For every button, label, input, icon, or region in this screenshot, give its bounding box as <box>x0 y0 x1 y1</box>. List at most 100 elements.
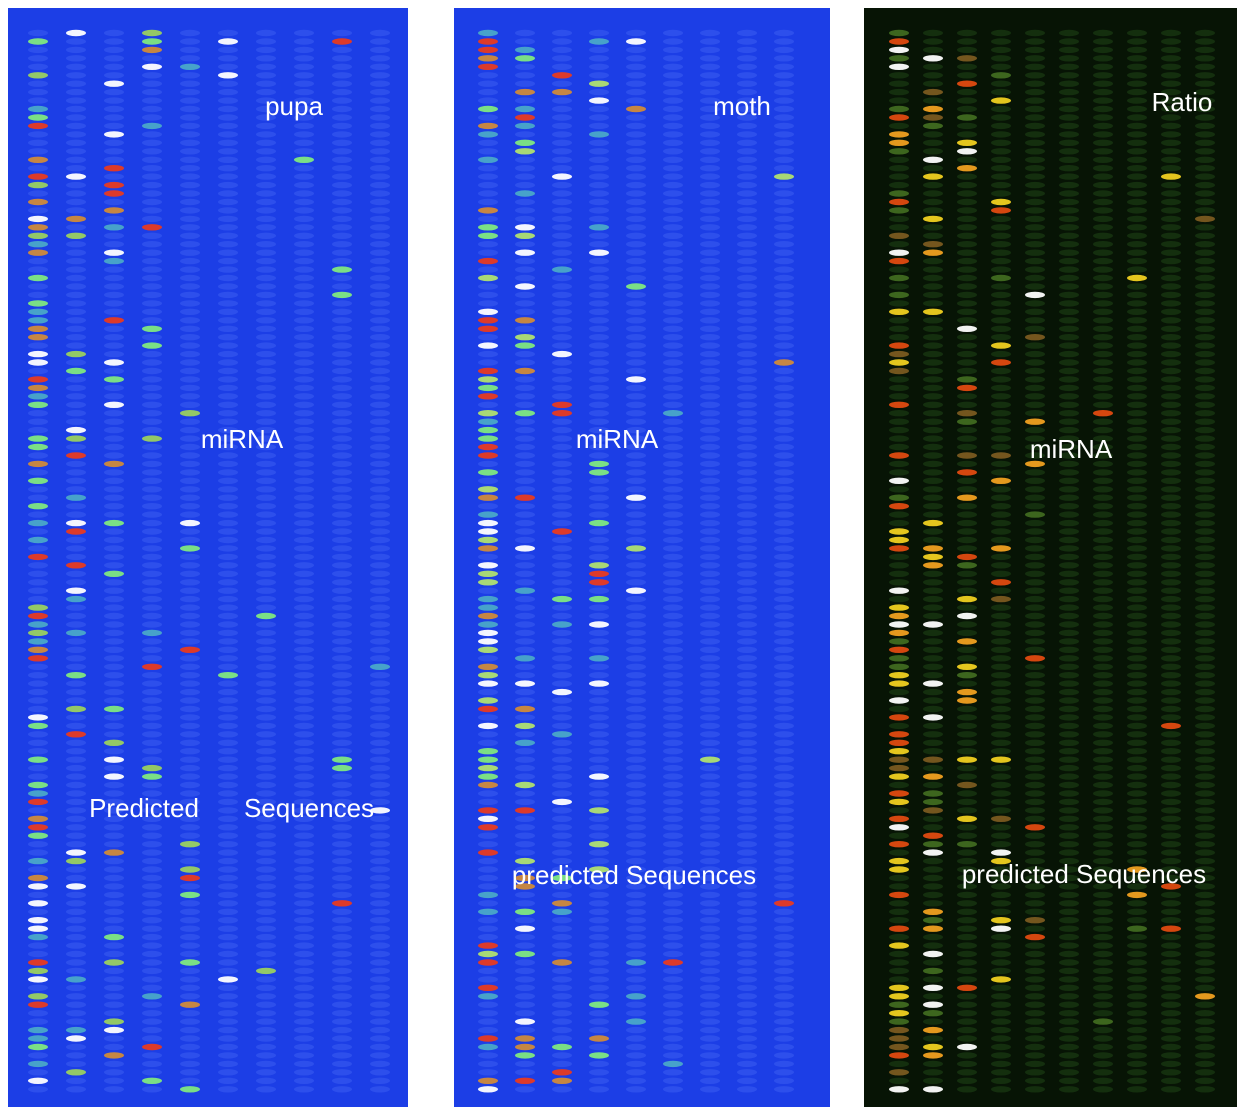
spot <box>552 266 572 273</box>
spot <box>774 249 794 256</box>
spot <box>1161 604 1181 611</box>
spot <box>180 139 200 146</box>
spot <box>515 933 535 941</box>
spot <box>663 418 683 425</box>
spot <box>66 849 86 856</box>
spot <box>104 562 124 569</box>
spot <box>626 672 646 679</box>
spot <box>957 503 977 510</box>
spot <box>889 680 909 687</box>
spot <box>66 612 86 620</box>
spot <box>515 443 535 451</box>
spot <box>1161 131 1181 138</box>
spot <box>991 807 1011 814</box>
spot <box>256 1035 276 1042</box>
spot <box>991 553 1011 561</box>
spot <box>957 63 977 70</box>
spot <box>700 579 720 586</box>
spot <box>923 612 943 620</box>
spot <box>1059 722 1079 730</box>
spot <box>737 629 757 637</box>
spot <box>700 511 720 518</box>
spot <box>1025 410 1045 417</box>
spot <box>180 705 200 713</box>
spot <box>370 165 390 172</box>
spot <box>1161 105 1181 113</box>
spot <box>142 80 162 87</box>
spot <box>991 1001 1011 1008</box>
spot <box>626 680 646 687</box>
spot <box>923 536 943 544</box>
spot <box>180 570 200 577</box>
spot <box>28 942 48 949</box>
spot <box>923 646 943 653</box>
spot <box>142 849 162 856</box>
spot <box>142 587 162 594</box>
spot <box>889 511 909 518</box>
spot <box>294 976 314 983</box>
spot <box>332 55 352 62</box>
spot <box>737 241 757 248</box>
spot <box>663 486 683 493</box>
spot <box>700 536 720 544</box>
spot <box>104 908 124 915</box>
spot <box>737 173 757 180</box>
spot <box>626 443 646 451</box>
spot <box>589 148 609 155</box>
spot <box>889 807 909 814</box>
spot <box>515 426 535 434</box>
spot <box>589 824 609 831</box>
spot <box>700 367 720 375</box>
spot <box>626 739 646 746</box>
spot <box>991 426 1011 434</box>
spot <box>66 638 86 645</box>
spot <box>1161 815 1181 822</box>
spot <box>663 595 683 603</box>
spot <box>294 1001 314 1008</box>
spot <box>1059 570 1079 577</box>
spot <box>889 384 909 392</box>
spot <box>957 308 977 315</box>
spot <box>1161 857 1181 865</box>
spot <box>774 308 794 315</box>
spot <box>774 88 794 96</box>
spot <box>515 224 535 231</box>
spot <box>774 224 794 231</box>
spot <box>991 435 1011 442</box>
spot <box>700 266 720 273</box>
spot <box>552 283 572 290</box>
spot <box>332 925 352 932</box>
spot <box>1161 663 1181 670</box>
spot <box>1127 283 1147 290</box>
spot <box>28 731 48 738</box>
spot <box>515 595 535 603</box>
spot <box>774 832 794 839</box>
spot <box>552 131 572 138</box>
spot <box>1161 367 1181 375</box>
spot <box>294 553 314 561</box>
spot <box>332 325 352 332</box>
spot <box>626 705 646 713</box>
spot <box>294 519 314 527</box>
spot <box>28 181 48 189</box>
spot <box>180 426 200 434</box>
spot <box>700 426 720 434</box>
spot <box>957 536 977 544</box>
spot <box>1025 393 1045 400</box>
spot <box>1195 697 1215 704</box>
spot <box>515 241 535 248</box>
spot <box>589 587 609 594</box>
spot <box>142 325 162 332</box>
spot <box>104 545 124 552</box>
spot <box>1161 950 1181 958</box>
spot <box>1195 731 1215 738</box>
spot <box>737 291 757 299</box>
spot <box>626 257 646 265</box>
spot <box>28 367 48 375</box>
spot <box>332 190 352 197</box>
spot <box>957 342 977 349</box>
spot <box>663 511 683 518</box>
spot <box>1127 88 1147 96</box>
spot <box>1059 342 1079 349</box>
spot <box>737 1060 757 1068</box>
